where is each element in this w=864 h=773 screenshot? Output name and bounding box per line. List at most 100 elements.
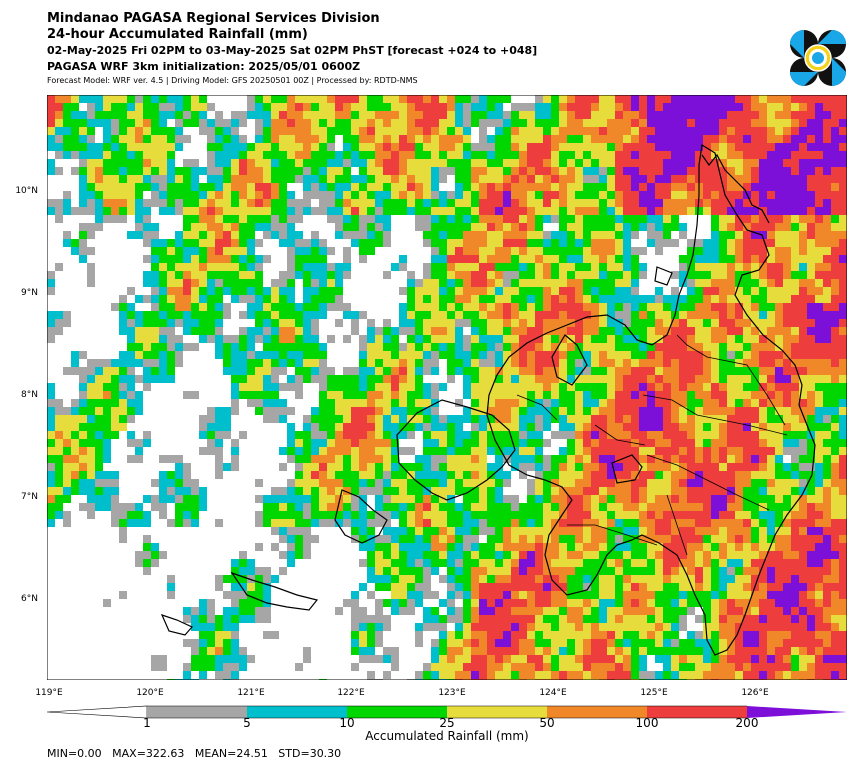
rainfall-cell: [503, 175, 511, 183]
rainfall-cell: [663, 231, 671, 239]
rainfall-cell: [655, 319, 663, 327]
rainfall-cell: [431, 311, 439, 319]
rainfall-cell: [527, 279, 535, 287]
rainfall-cell: [687, 271, 695, 279]
rainfall-cell: [215, 247, 223, 255]
rainfall-cell: [807, 503, 815, 511]
rainfall-cell: [423, 503, 431, 511]
rainfall-cell: [351, 391, 359, 399]
rainfall-cell: [151, 375, 159, 383]
rainfall-cell: [151, 295, 159, 303]
rainfall-cell: [567, 239, 575, 247]
rainfall-cell: [823, 239, 831, 247]
rainfall-cell: [663, 375, 671, 383]
rainfall-cell: [807, 351, 815, 359]
rainfall-cell: [535, 111, 543, 119]
rainfall-cell: [391, 135, 399, 143]
rainfall-cell: [655, 423, 663, 431]
rainfall-cell: [151, 151, 159, 159]
rainfall-cell: [679, 335, 687, 343]
rainfall-cell: [815, 143, 823, 151]
rainfall-cell: [103, 119, 111, 127]
rainfall-cell: [255, 399, 263, 407]
rainfall-cell: [615, 359, 623, 367]
rainfall-cell: [735, 327, 743, 335]
rainfall-cell: [519, 231, 527, 239]
rainfall-cell: [287, 191, 295, 199]
rainfall-cell: [735, 255, 743, 263]
rainfall-cell: [287, 479, 295, 487]
rainfall-cell: [567, 439, 575, 447]
rainfall-cell: [119, 359, 127, 367]
rainfall-cell: [407, 423, 415, 431]
rainfall-cell: [111, 167, 119, 175]
rainfall-cell: [431, 279, 439, 287]
rainfall-cell: [463, 263, 471, 271]
rainfall-cell: [79, 255, 87, 263]
rainfall-cell: [823, 463, 831, 471]
rainfall-cell: [839, 175, 847, 183]
rainfall-cell: [567, 231, 575, 239]
rainfall-cell: [207, 431, 215, 439]
rainfall-cell: [231, 167, 239, 175]
rainfall-cell: [655, 239, 663, 247]
rainfall-cell: [839, 447, 847, 455]
rainfall-cell: [343, 207, 351, 215]
rainfall-cell: [511, 263, 519, 271]
rainfall-cell: [303, 135, 311, 143]
rainfall-cell: [791, 351, 799, 359]
rainfall-cell: [487, 263, 495, 271]
rainfall-cell: [735, 207, 743, 215]
rainfall-cell: [183, 479, 191, 487]
rainfall-cell: [463, 175, 471, 183]
rainfall-cell: [735, 231, 743, 239]
rainfall-cell: [583, 471, 591, 479]
rainfall-cell: [831, 191, 839, 199]
rainfall-cell: [783, 519, 791, 527]
rainfall-cell: [631, 223, 639, 231]
rainfall-cell: [391, 399, 399, 407]
rainfall-cell: [399, 207, 407, 215]
rainfall-cell: [71, 487, 79, 495]
rainfall-cell: [415, 175, 423, 183]
rainfall-cell: [591, 279, 599, 287]
rainfall-cell: [111, 127, 119, 135]
rainfall-cell: [351, 399, 359, 407]
rainfall-cell: [799, 415, 807, 423]
rainfall-cell: [527, 511, 535, 519]
rainfall-cell: [487, 391, 495, 399]
rainfall-cell: [695, 295, 703, 303]
rainfall-cell: [335, 511, 343, 519]
rainfall-cell: [839, 127, 847, 135]
rainfall-cell: [839, 495, 847, 503]
rainfall-cell: [511, 367, 519, 375]
rainfall-cell: [135, 135, 143, 143]
rainfall-cell: [303, 239, 311, 247]
rainfall-cell: [119, 127, 127, 135]
rainfall-cell: [279, 535, 287, 543]
rainfall-cell: [447, 511, 455, 519]
rainfall-cell: [719, 511, 727, 519]
rainfall-cell: [119, 191, 127, 199]
rainfall-cell: [455, 431, 463, 439]
rainfall-cell: [159, 319, 167, 327]
rainfall-cell: [823, 175, 831, 183]
rainfall-cell: [575, 127, 583, 135]
rainfall-cell: [639, 151, 647, 159]
rainfall-cell: [495, 335, 503, 343]
rainfall-cell: [431, 303, 439, 311]
rainfall-cell: [463, 567, 471, 575]
rainfall-cell: [767, 175, 775, 183]
rainfall-cell: [215, 423, 223, 431]
rainfall-cell: [287, 407, 295, 415]
rainfall-cell: [47, 319, 55, 327]
rainfall-cell: [703, 447, 711, 455]
rainfall-cell: [159, 151, 167, 159]
rainfall-cell: [471, 111, 479, 119]
rainfall-cell: [359, 167, 367, 175]
rainfall-cell: [159, 479, 167, 487]
rainfall-cell: [287, 423, 295, 431]
rainfall-cell: [703, 167, 711, 175]
rainfall-cell: [311, 439, 319, 447]
rainfall-cell: [687, 167, 695, 175]
